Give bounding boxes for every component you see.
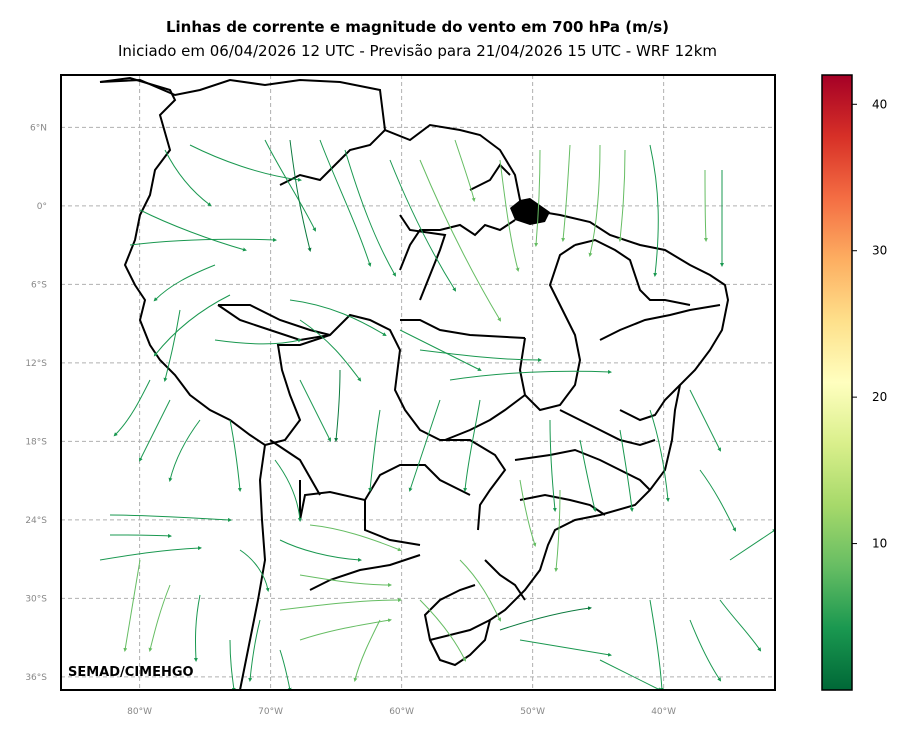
streamline [229, 419, 242, 492]
streamline [599, 659, 662, 690]
streamline [113, 379, 151, 437]
streamline [299, 379, 331, 442]
streamline [719, 599, 762, 652]
streamline [618, 149, 626, 242]
lat-tick-label: 18°S [25, 437, 47, 447]
credit-label: SEMAD/CIMEHGO [68, 665, 194, 680]
lat-tick-label: 0° [37, 202, 47, 212]
streamline [163, 309, 181, 382]
lat-tick-label: 36°S [25, 673, 47, 683]
streamline [459, 559, 501, 622]
streamline [554, 489, 561, 572]
streamline [729, 528, 775, 561]
colorbar-ticks: 10 20 30 40 [852, 97, 887, 551]
streamline [229, 639, 236, 690]
streamline [189, 144, 302, 182]
streamline [419, 599, 466, 662]
streamline [689, 389, 721, 452]
streamline [139, 209, 247, 252]
lon-tick-label: 70°W [258, 707, 283, 717]
streamline [193, 594, 201, 662]
streamline [153, 294, 231, 357]
streamline [399, 329, 482, 371]
chart-subtitle: Iniciado em 06/04/2026 12 UTC - Previsão… [117, 42, 718, 60]
lon-tick-label: 80°W [127, 707, 152, 717]
streamline [289, 299, 387, 337]
streamline [123, 559, 141, 652]
streamline [368, 409, 381, 492]
colorbar-tick-label: 40 [872, 97, 887, 111]
streamline [99, 546, 202, 561]
axis-tick-labels: 80°W 70°W 60°W 50°W 40°W 6°N 0° 6°S 12°S 18°S 24°S… [25, 123, 676, 717]
streamline [153, 264, 216, 302]
streamline [299, 574, 392, 587]
lon-tick-label: 50°W [520, 707, 545, 717]
lat-tick-label: 24°S [25, 516, 47, 526]
streamline [248, 619, 261, 682]
wind-streamlines [99, 139, 775, 690]
streamline [549, 419, 557, 512]
streamline [299, 319, 362, 382]
streamline [689, 619, 722, 682]
streamline [649, 144, 659, 277]
streamline [703, 169, 708, 242]
lat-tick-label: 6°N [30, 123, 47, 133]
marajo-island [510, 198, 550, 225]
lon-tick-label: 60°W [389, 707, 414, 717]
streamline [148, 584, 171, 652]
streamline [239, 549, 270, 592]
streamline [449, 369, 612, 381]
country-borders [99, 76, 730, 690]
lat-tick-label: 6°S [31, 280, 47, 290]
streamline [129, 237, 277, 246]
streamline [519, 479, 537, 547]
streamline [279, 598, 402, 611]
streamline [309, 524, 402, 552]
streamline [319, 139, 372, 267]
streamline [579, 439, 597, 512]
streamline [279, 649, 292, 690]
streamline [499, 606, 592, 631]
map-frame [60, 74, 776, 691]
streamline [299, 618, 392, 641]
streamline [109, 533, 172, 538]
streamline [419, 159, 502, 322]
streamline [344, 149, 396, 277]
streamline [289, 139, 312, 252]
streamline [164, 149, 212, 207]
streamline [463, 399, 481, 492]
streamline [534, 149, 541, 247]
map-gridlines [61, 75, 775, 690]
streamline [264, 139, 316, 232]
colorbar-tick-label: 20 [872, 390, 887, 404]
streamline [274, 459, 302, 522]
streamline [334, 369, 341, 442]
streamline [499, 159, 520, 272]
streamline [649, 409, 670, 502]
streamline [419, 349, 542, 362]
streamline [353, 619, 381, 682]
streamline [699, 469, 736, 532]
lat-tick-label: 12°S [25, 359, 47, 369]
colorbar-tick-label: 10 [872, 537, 887, 551]
streamline [139, 399, 171, 462]
streamline [454, 139, 476, 202]
streamline [214, 338, 302, 345]
chart-title: Linhas de corrente e magnitude do vento … [165, 18, 670, 36]
lon-tick-label: 40°W [651, 707, 676, 717]
streamline [519, 639, 612, 657]
streamline [109, 514, 232, 522]
colorbar [821, 74, 853, 691]
streamline [389, 159, 457, 292]
streamline [649, 599, 664, 690]
colorbar-tick-label: 30 [872, 244, 887, 258]
streamline [619, 429, 634, 512]
streamline [279, 539, 362, 562]
streamline [168, 419, 201, 482]
streamline [561, 144, 571, 242]
lat-tick-label: 30°S [25, 594, 47, 604]
streamline [408, 399, 441, 492]
streamline [588, 144, 601, 257]
